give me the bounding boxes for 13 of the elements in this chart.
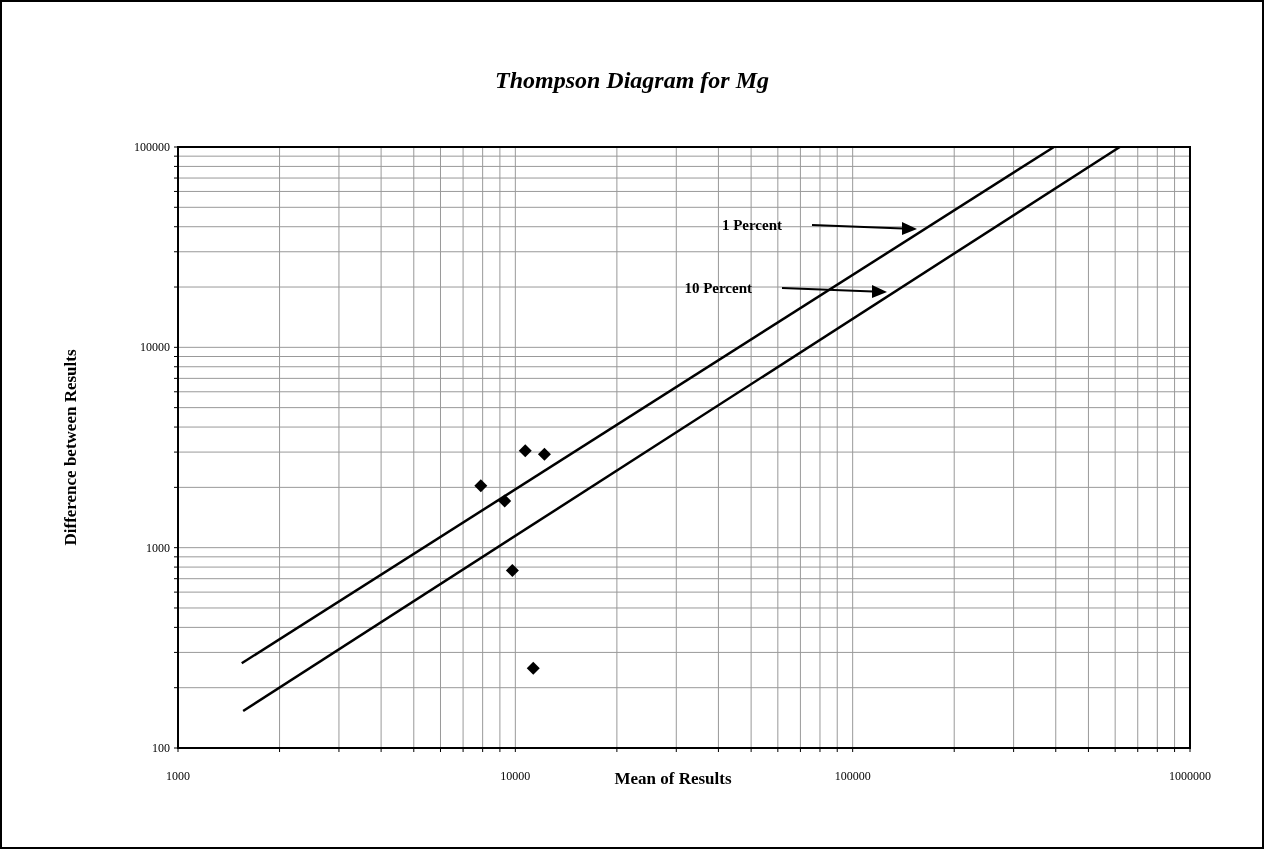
y-tick-label: 100 [152, 741, 170, 755]
x-tick-label: 10000 [500, 769, 531, 783]
y-tick-label: 1000 [146, 540, 170, 555]
annotation: 1 Percent [721, 217, 782, 233]
y-tick-label: 100000 [134, 140, 170, 154]
x-axis-title: Mean of Results [614, 769, 732, 788]
x-tick-label: 1000000 [1169, 769, 1211, 783]
y-tick-label: 10000 [140, 340, 170, 355]
chart-title: Thompson Diagram for Mg [494, 67, 770, 93]
x-tick-label: 1000 [166, 769, 190, 783]
annotation: 10 Percent [684, 280, 752, 296]
y-axis-title: Difference between Results [61, 349, 80, 546]
x-tick-label: 100000 [834, 769, 871, 783]
